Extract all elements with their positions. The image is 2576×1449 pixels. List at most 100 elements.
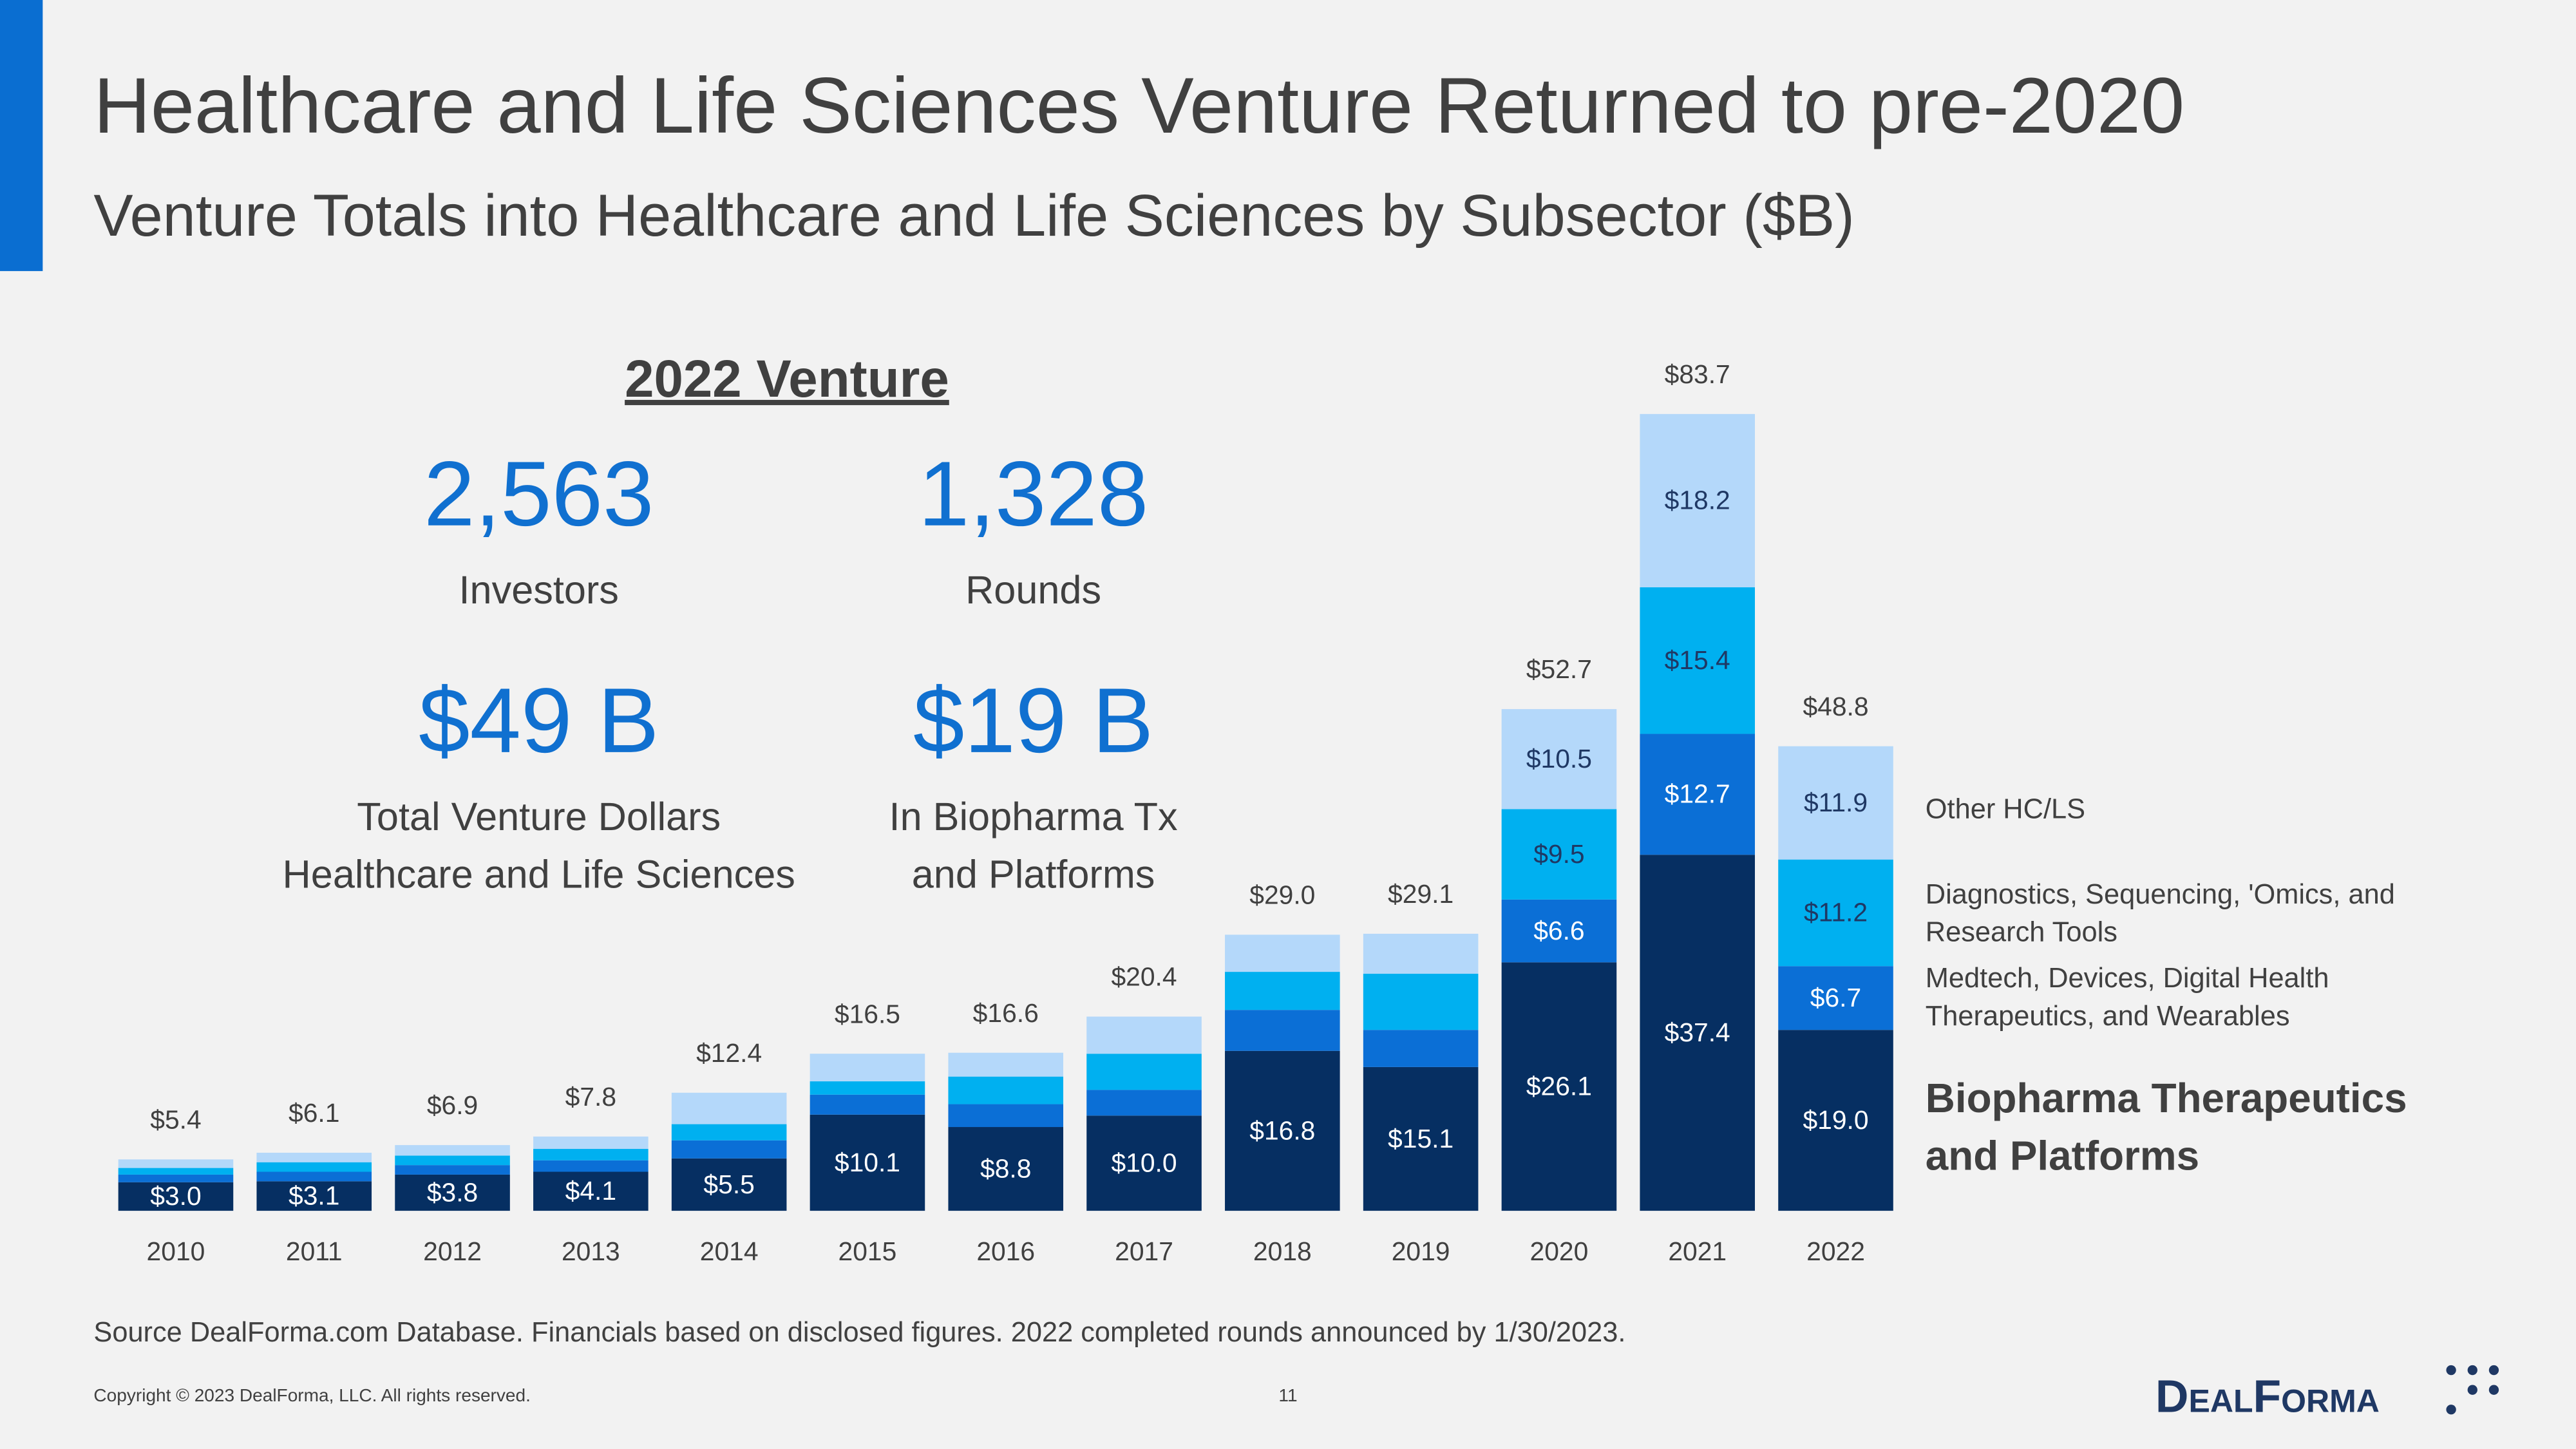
data-label: $3.1: [289, 1181, 339, 1211]
data-label: $8.8: [980, 1153, 1031, 1183]
stat-label: Total Venture Dollars: [357, 795, 721, 838]
bar-segment: [395, 1165, 510, 1175]
total-label: $29.0: [1249, 880, 1315, 910]
x-tick-label: 2016: [976, 1236, 1035, 1266]
bar-segment: [256, 1181, 372, 1211]
bar-segment: [1640, 587, 1755, 734]
bar-segment: [810, 1054, 925, 1082]
data-label: $16.8: [1249, 1115, 1315, 1145]
stat-number: $49 B: [419, 670, 659, 772]
x-tick-label: 2012: [423, 1236, 482, 1266]
legend-label: Medtech, Devices, Digital Health Therape…: [1925, 963, 2329, 1033]
bar-segment: [1778, 859, 1893, 967]
bar-segment: [1086, 1016, 1202, 1054]
x-tick-label: 2015: [838, 1236, 897, 1266]
bar-segment: [671, 1140, 787, 1159]
copyright: Copyright © 2023 DealForma, LLC. All rig…: [93, 1385, 531, 1405]
bar-segment: [1225, 1010, 1340, 1051]
total-label: $12.4: [696, 1038, 762, 1068]
stats-heading: 2022 Venture: [625, 350, 949, 408]
total-label: $83.7: [1665, 359, 1730, 389]
bar-segment: [1363, 974, 1479, 1030]
stat-label: In Biopharma Tx: [889, 795, 1178, 838]
data-label: $18.2: [1665, 486, 1730, 515]
x-tick-label: 2014: [700, 1236, 759, 1266]
total-label: $48.8: [1803, 692, 1868, 721]
data-label: $11.2: [1804, 898, 1868, 927]
bar-segment: [1086, 1090, 1202, 1116]
bar-segment: [1501, 809, 1617, 900]
data-label: $10.0: [1111, 1148, 1177, 1178]
legend-label: Biopharma Therapeutics and Platforms: [1925, 1075, 2407, 1180]
accent-bar: [0, 0, 43, 271]
data-label: $3.0: [150, 1181, 201, 1211]
bar-segment: [256, 1171, 372, 1182]
x-tick-label: 2010: [147, 1236, 205, 1266]
bar-segment: [671, 1124, 787, 1141]
stat-number: $19 B: [913, 670, 1153, 772]
data-label: $26.1: [1526, 1072, 1592, 1101]
bar-segment: [1501, 962, 1617, 1211]
stat-label: and Platforms: [912, 852, 1155, 896]
data-label: $15.1: [1388, 1124, 1454, 1153]
total-label: $5.4: [150, 1104, 201, 1134]
bar-segment: [671, 1092, 787, 1124]
bar-segment: [1363, 1066, 1479, 1211]
bar-segment: [1778, 1030, 1893, 1211]
bar-segment: [533, 1160, 649, 1172]
bar-segment: [256, 1152, 372, 1162]
bar-segment: [1363, 1030, 1479, 1067]
data-label: $19.0: [1803, 1105, 1868, 1135]
legend-entry: Biopharma Therapeutics and Platforms: [1925, 1075, 2407, 1180]
bar-segment: [395, 1145, 510, 1156]
bar-segment: [810, 1081, 925, 1095]
bar-segment: [1225, 1050, 1340, 1211]
bar-segment: [1778, 966, 1893, 1030]
bar-segment: [395, 1155, 510, 1166]
bar-segment: [533, 1149, 649, 1160]
stat-label: Investors: [459, 568, 619, 612]
bar-segment: [948, 1076, 1064, 1104]
bar-segment: [810, 1114, 925, 1211]
total-label: $16.6: [973, 998, 1039, 1028]
data-label: $12.7: [1665, 779, 1730, 809]
data-label: $9.5: [1533, 839, 1584, 869]
x-tick-label: 2013: [562, 1236, 620, 1266]
total-label: $29.1: [1388, 879, 1454, 909]
data-label: $10.5: [1526, 744, 1592, 773]
legend-entry: Other HC/LS: [1925, 793, 2086, 826]
bar-segment: [118, 1182, 234, 1211]
bar-segment: [1778, 746, 1893, 860]
chart-subtitle: Venture Totals into Healthcare and Life …: [93, 183, 1854, 249]
data-label: $6.6: [1533, 916, 1584, 945]
stat-number: 2,563: [424, 443, 654, 545]
x-tick-label: 2020: [1530, 1236, 1589, 1266]
bar-segment: [1363, 933, 1479, 974]
bar-segment: [1501, 899, 1617, 963]
page-number: 11: [1278, 1385, 1297, 1405]
data-label: $3.8: [427, 1177, 478, 1207]
stat-number: 1,328: [918, 443, 1148, 545]
total-label: $20.4: [1111, 962, 1177, 992]
bar-segment: [948, 1104, 1064, 1128]
logo-dots: [2446, 1365, 2499, 1415]
data-label: $6.7: [1810, 983, 1861, 1012]
bar-segment: [948, 1052, 1064, 1077]
bar-segment: [118, 1174, 234, 1182]
stat-label: Healthcare and Life Sciences: [283, 852, 795, 896]
bar-segment: [1086, 1115, 1202, 1211]
x-tick-label: 2022: [1806, 1236, 1865, 1266]
bar-segment: [533, 1171, 649, 1211]
bar-segment: [1225, 972, 1340, 1010]
bar-segment: [1640, 734, 1755, 855]
bar-segment: [118, 1159, 234, 1168]
data-label: $37.4: [1665, 1018, 1730, 1047]
data-label: $5.5: [703, 1170, 754, 1199]
legend-label: Other HC/LS: [1925, 793, 2086, 826]
logo: DealForma: [2155, 1370, 2380, 1422]
source-note: Source DealForma.com Database. Financial…: [93, 1317, 1625, 1348]
legend-entry: Medtech, Devices, Digital Health Therape…: [1925, 963, 2329, 1033]
total-label: $52.7: [1526, 654, 1592, 684]
